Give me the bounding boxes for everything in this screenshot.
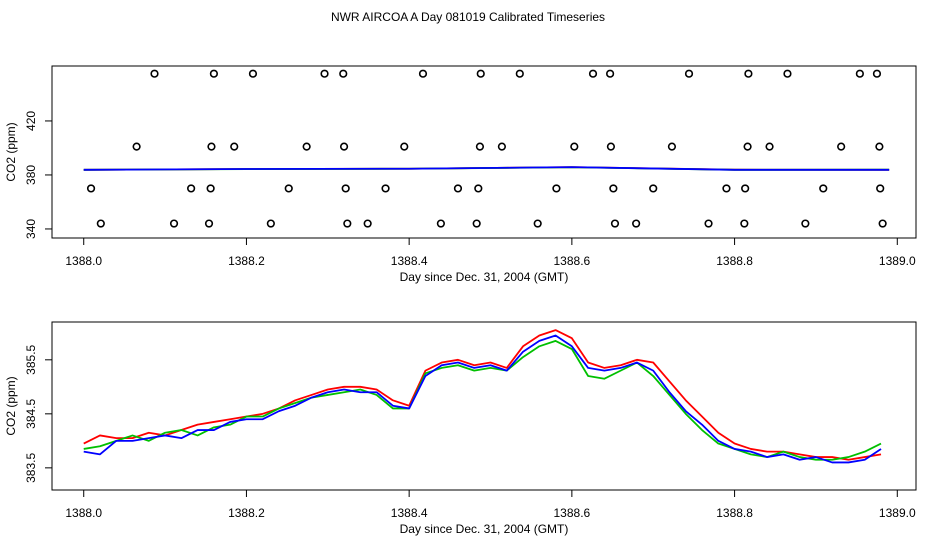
data-point: [819, 184, 828, 193]
data-point: [363, 219, 372, 228]
data-point: [230, 142, 239, 151]
data-point: [343, 219, 352, 228]
y-tick-label: 384.5: [24, 398, 38, 428]
data-point: [722, 184, 731, 193]
series-line: [83, 329, 882, 461]
data-point: [400, 142, 409, 151]
data-point: [855, 69, 864, 78]
data-point: [649, 184, 658, 193]
data-point: [472, 219, 481, 228]
data-point: [86, 184, 96, 193]
x-tick-label: 1389.0: [879, 254, 916, 268]
y-axis-label: CO2 (ppm): [4, 122, 18, 181]
x-tick-label: 1388.6: [554, 506, 591, 520]
data-point: [744, 69, 753, 78]
data-point: [339, 69, 348, 78]
data-point: [684, 69, 694, 78]
data-point: [875, 142, 884, 151]
series-line: [83, 334, 882, 464]
data-point: [341, 184, 350, 193]
data-point: [187, 184, 196, 193]
data-point: [704, 219, 713, 228]
data-point: [667, 142, 677, 151]
series-line: [83, 340, 882, 461]
data-point: [783, 69, 792, 78]
data-point: [515, 69, 524, 78]
data-point: [741, 184, 750, 193]
plot-frame: [51, 65, 917, 239]
y-tick-label: 420: [24, 111, 38, 131]
data-point: [743, 142, 752, 151]
data-point: [453, 184, 463, 193]
data-point: [609, 184, 618, 193]
series-line: [83, 166, 890, 171]
y-tick-label: 340: [24, 219, 38, 239]
data-point: [284, 184, 293, 193]
data-point: [150, 69, 159, 78]
data-point: [872, 69, 882, 78]
plot-frame: [51, 321, 917, 491]
data-point: [476, 69, 485, 78]
x-tick-label: 1388.0: [65, 254, 102, 268]
x-tick-label: 1388.2: [228, 254, 265, 268]
data-point: [436, 219, 445, 228]
data-point: [765, 142, 774, 151]
x-tick-label: 1389.0: [879, 506, 916, 520]
data-point: [878, 219, 887, 228]
data-point: [248, 69, 258, 78]
data-point: [876, 184, 885, 193]
x-tick-label: 1388.0: [65, 506, 102, 520]
data-point: [606, 69, 615, 78]
data-point: [169, 219, 179, 228]
y-tick-label: 380: [24, 165, 38, 185]
data-point: [474, 184, 483, 193]
x-tick-label: 1388.4: [391, 254, 428, 268]
data-point: [209, 69, 218, 78]
x-tick-label: 1388.8: [716, 506, 753, 520]
y-tick-label: 385.5: [24, 344, 38, 374]
y-tick-label: 383.5: [24, 453, 38, 483]
data-point: [96, 219, 105, 228]
x-axis-label: Day since Dec. 31, 2004 (GMT): [400, 270, 569, 284]
data-point: [381, 184, 390, 193]
data-point: [302, 142, 311, 151]
data-point: [475, 142, 485, 151]
data-point: [632, 219, 641, 228]
x-tick-label: 1388.6: [554, 254, 591, 268]
data-point: [588, 69, 598, 78]
x-tick-label: 1388.2: [228, 506, 265, 520]
data-point: [533, 219, 542, 228]
data-point: [837, 142, 846, 151]
data-point: [206, 184, 215, 193]
data-point: [418, 69, 428, 78]
x-tick-label: 1388.4: [391, 506, 428, 520]
data-point: [132, 142, 141, 151]
data-point: [497, 142, 506, 151]
data-point: [570, 142, 579, 151]
data-point: [552, 184, 561, 193]
data-point: [610, 219, 620, 228]
data-point: [266, 219, 275, 228]
x-tick-label: 1388.8: [716, 254, 753, 268]
data-point: [801, 219, 810, 228]
data-point: [740, 219, 749, 228]
data-point: [339, 142, 349, 151]
data-point: [320, 69, 329, 78]
data-point: [204, 219, 214, 228]
data-point: [606, 142, 616, 151]
data-point: [207, 142, 216, 151]
y-axis-label: CO2 (ppm): [4, 376, 18, 435]
page-title: NWR AIRCOA A Day 081019 Calibrated Times…: [331, 10, 605, 24]
x-axis-label: Day since Dec. 31, 2004 (GMT): [400, 522, 569, 536]
